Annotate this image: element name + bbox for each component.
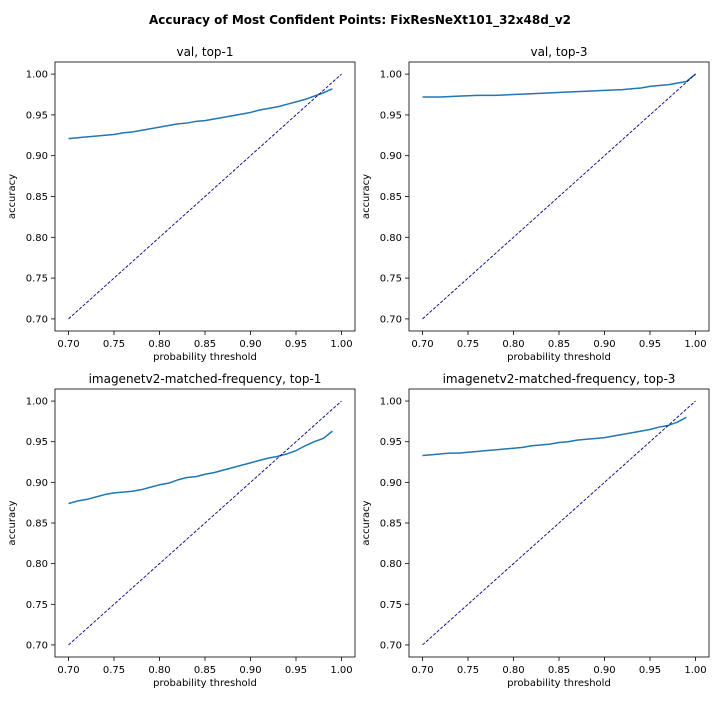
y-tick-label: 0.85	[26, 519, 48, 530]
y-tick-label: 0.95	[380, 437, 402, 448]
x-tick-label: 0.85	[194, 339, 216, 350]
y-tick-label: 0.70	[26, 314, 48, 325]
x-axis-label: probability threshold	[153, 678, 257, 689]
y-tick-label: 0.90	[26, 151, 48, 162]
subplot-title: imagenetv2-matched-frequency, top-3	[443, 372, 676, 386]
y-axis-label: accuracy	[7, 500, 18, 545]
reference-diagonal-line	[422, 73, 696, 320]
subplot-title: val, top-1	[176, 45, 233, 59]
x-tick-label: 0.95	[285, 665, 307, 676]
x-tick-label: 0.75	[103, 665, 125, 676]
x-tick-label: 0.80	[502, 339, 524, 350]
x-tick-label: 0.85	[194, 665, 216, 676]
accuracy-series-line	[68, 88, 333, 140]
y-tick-label: 0.90	[380, 478, 402, 489]
x-tick-label: 1.00	[684, 339, 706, 350]
y-tick-label: 0.75	[380, 274, 402, 285]
x-tick-label: 0.80	[148, 665, 170, 676]
subplot-val-top-3: val, top-3 0.70 0.75 0.80 0.85 0.90 0.95 1.00 0.…	[361, 45, 710, 363]
y-tick-label: 0.95	[26, 437, 48, 448]
y-tick-label: 0.80	[26, 559, 48, 570]
y-axis-label: accuracy	[7, 174, 18, 219]
x-tick-label: 0.90	[593, 665, 615, 676]
y-tick-label: 0.75	[26, 600, 48, 611]
x-tick-label: 1.00	[330, 339, 352, 350]
x-tick-label: 0.95	[639, 339, 661, 350]
y-tick-label: 0.80	[26, 233, 48, 244]
y-tick-label: 0.85	[380, 192, 402, 203]
y-tick-label: 0.85	[380, 519, 402, 530]
y-tick-label: 1.00	[380, 397, 402, 408]
x-axis-label: probability threshold	[507, 678, 611, 689]
y-tick-label: 1.00	[26, 397, 48, 408]
y-tick-label: 0.75	[26, 274, 48, 285]
reference-diagonal-line	[68, 73, 342, 320]
y-tick-label: 0.90	[26, 478, 48, 489]
x-tick-label: 0.85	[548, 339, 570, 350]
x-tick-label: 1.00	[330, 665, 352, 676]
y-tick-label: 0.75	[380, 600, 402, 611]
reference-diagonal-line	[68, 400, 342, 646]
y-tick-label: 0.70	[26, 640, 48, 651]
x-tick-label: 0.75	[457, 339, 479, 350]
y-tick-label: 0.85	[26, 192, 48, 203]
y-axis-label: accuracy	[361, 174, 372, 219]
y-tick-label: 0.95	[380, 110, 402, 121]
x-tick-label: 1.00	[684, 665, 706, 676]
y-tick-label: 0.95	[26, 110, 48, 121]
subplot-grid: val, top-1 0.70 0.75 0.80 0.85 0.90 0.95 1.00 0.…	[7, 45, 710, 689]
x-tick-label: 0.90	[239, 665, 261, 676]
subplot-val-top-1: val, top-1 0.70 0.75 0.80 0.85 0.90 0.95 1.00 0.…	[7, 45, 356, 363]
x-tick-label: 0.80	[148, 339, 170, 350]
y-tick-label: 0.70	[380, 314, 402, 325]
y-tick-label: 1.00	[380, 70, 402, 81]
y-tick-label: 0.80	[380, 559, 402, 570]
axes-frame	[408, 61, 710, 332]
x-tick-label: 0.75	[457, 665, 479, 676]
x-tick-label: 0.80	[502, 665, 524, 676]
x-tick-label: 0.70	[57, 665, 79, 676]
subplot-title: imagenetv2-matched-frequency, top-1	[89, 372, 322, 386]
x-tick-label: 0.70	[411, 339, 433, 350]
y-tick-label: 0.70	[380, 640, 402, 651]
y-tick-label: 0.80	[380, 233, 402, 244]
axes-frame	[408, 388, 710, 658]
x-tick-label: 0.95	[285, 339, 307, 350]
x-tick-label: 0.85	[548, 665, 570, 676]
x-tick-label: 0.90	[239, 339, 261, 350]
accuracy-series-line	[68, 430, 333, 505]
axes-frame	[54, 61, 356, 332]
y-tick-label: 0.90	[380, 151, 402, 162]
accuracy-series-line	[422, 73, 696, 98]
accuracy-series-line	[422, 416, 687, 457]
reference-diagonal-line	[422, 400, 696, 646]
subplot-imagenetv2-top-3: imagenetv2-matched-frequency, top-3 0.70 0…	[361, 372, 710, 689]
x-tick-label: 0.90	[593, 339, 615, 350]
x-tick-label: 0.70	[57, 339, 79, 350]
y-tick-label: 1.00	[26, 70, 48, 81]
y-axis-label: accuracy	[361, 500, 372, 545]
x-axis-label: probability threshold	[153, 352, 257, 363]
x-tick-label: 0.75	[103, 339, 125, 350]
axes-frame	[54, 388, 356, 658]
subplot-imagenetv2-top-1: imagenetv2-matched-frequency, top-1 0.70 0…	[7, 372, 356, 689]
figure-title: Accuracy of Most Confident Points: FixRe…	[149, 13, 571, 28]
x-tick-label: 0.95	[639, 665, 661, 676]
subplot-title: val, top-3	[530, 45, 587, 59]
x-tick-label: 0.70	[411, 665, 433, 676]
x-axis-label: probability threshold	[507, 352, 611, 363]
